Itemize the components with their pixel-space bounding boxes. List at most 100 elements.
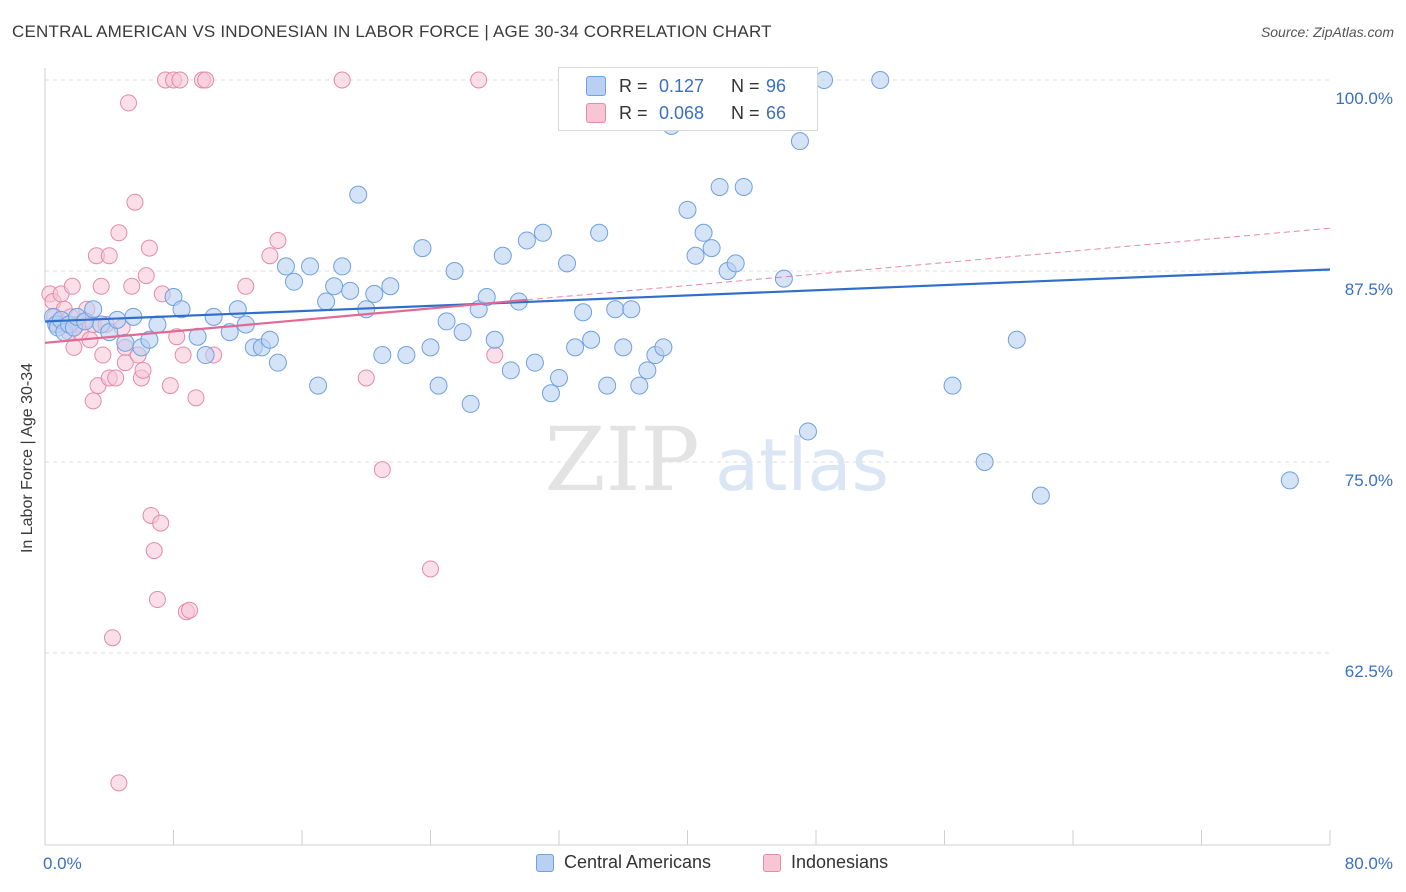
central-americans-point — [533, 223, 552, 242]
indonesians-point — [103, 629, 121, 647]
legend-label: Indonesians — [791, 852, 889, 872]
source-label: Source: ZipAtlas.com — [1260, 24, 1394, 40]
central-americans-point — [566, 338, 585, 357]
central-americans-point — [710, 177, 729, 196]
legend-item-central-americans[interactable]: Central Americans — [536, 852, 711, 873]
central-americans-point — [148, 315, 167, 334]
indonesians-trend-line — [44, 298, 527, 344]
central-americans-point — [630, 376, 649, 395]
central-americans-point — [485, 330, 504, 349]
central-americans-point — [397, 346, 416, 365]
indonesians-points — [41, 71, 504, 792]
indonesians-point — [357, 369, 375, 387]
legend-n-label: N = — [731, 75, 760, 96]
legend-r-value: 0.127 — [659, 75, 705, 96]
indonesians-point — [470, 71, 488, 89]
indonesians-point — [237, 277, 255, 295]
central-americans-point — [541, 384, 560, 403]
central-americans-point — [284, 272, 303, 291]
central-americans-point — [774, 269, 793, 288]
legend-r-label: R = — [619, 75, 648, 96]
central-americans-point — [975, 453, 994, 471]
series-legend: Central Americans Indonesians — [0, 852, 1406, 876]
tick-labels: 62.5% 75.0% 87.5% 100.0% 0.0% 80.0% — [43, 89, 1393, 873]
indonesians-point — [333, 71, 351, 89]
indonesians-point — [110, 774, 128, 792]
legend-n-value: 96 — [766, 75, 787, 96]
gridlines — [45, 79, 1330, 654]
central-americans-point — [525, 353, 544, 372]
central-americans-point — [437, 312, 456, 331]
indonesians-point — [373, 461, 391, 479]
central-americans-point — [309, 376, 328, 395]
central-americans-point — [694, 223, 713, 242]
central-americans-point — [558, 254, 577, 273]
indonesians-point — [140, 239, 158, 257]
indonesians-point — [110, 224, 128, 242]
central-americans-point — [943, 376, 962, 395]
legend-label: Central Americans — [564, 852, 712, 872]
central-americans-point — [172, 300, 191, 319]
central-americans-point — [276, 257, 295, 276]
central-americans-trend-line — [44, 268, 1331, 323]
central-americans-point — [477, 287, 496, 306]
y-tick-label: 100.0% — [1335, 89, 1393, 108]
legend-swatch-blue — [536, 853, 554, 872]
central-americans-point — [678, 200, 697, 219]
central-americans-point — [421, 338, 440, 357]
central-americans-point — [574, 303, 593, 322]
central-americans-point — [614, 338, 633, 357]
central-americans-point — [140, 330, 159, 349]
indonesians-point — [181, 601, 199, 619]
indonesians-point — [100, 247, 118, 265]
indonesians-point — [168, 328, 186, 346]
central-americans-point — [1280, 471, 1299, 490]
central-americans-point — [638, 361, 657, 380]
y-tick-label: 62.5% — [1345, 662, 1393, 681]
indonesians-point — [187, 389, 205, 407]
legend-swatch-pink — [763, 853, 781, 872]
indonesians-point — [63, 277, 81, 295]
legend-item-indonesians[interactable]: Indonesians — [763, 852, 888, 873]
legend-row-central-americans: R = 0.127 N = 96 — [559, 73, 817, 99]
indonesians-point — [137, 267, 155, 285]
central-americans-point — [453, 323, 472, 342]
central-americans-point — [501, 361, 520, 380]
legend-r-label: R = — [619, 102, 648, 123]
indonesians-point — [84, 392, 102, 410]
central-americans-point — [413, 239, 432, 258]
x-tick-label: 80.0% — [1345, 854, 1393, 873]
central-americans-point — [734, 177, 753, 196]
central-americans-point — [871, 71, 890, 89]
central-americans-point — [429, 376, 448, 395]
axes — [44, 68, 1331, 846]
central-americans-point — [517, 231, 536, 250]
central-americans-point — [381, 277, 400, 296]
indonesians-point — [197, 71, 215, 89]
central-americans-point — [702, 239, 721, 258]
watermark-zip: ZIP — [544, 408, 699, 511]
central-americans-point — [301, 257, 320, 276]
central-americans-point — [349, 185, 368, 204]
legend-r-value: 0.068 — [659, 102, 705, 123]
central-americans-point — [268, 353, 287, 372]
indonesians-point — [486, 346, 504, 364]
central-americans-point — [622, 300, 641, 319]
indonesians-point — [120, 94, 138, 112]
central-americans-point — [373, 346, 392, 365]
indonesians-point — [94, 346, 112, 364]
legend-row-indonesians: R = 0.068 N = 66 — [559, 100, 817, 126]
central-americans-point — [790, 132, 809, 151]
central-americans-point — [815, 71, 834, 89]
central-americans-point — [1007, 330, 1026, 349]
indonesians-trend-extension — [526, 227, 1331, 301]
chart-title: CENTRAL AMERICAN VS INDONESIAN IN LABOR … — [12, 22, 772, 41]
central-americans-point — [654, 338, 673, 357]
central-americans-point — [196, 346, 215, 365]
central-americans-point — [317, 292, 336, 311]
indonesians-point — [269, 231, 287, 249]
x-tick-label: 0.0% — [43, 854, 82, 873]
indonesians-point — [126, 193, 144, 211]
central-americans-point — [220, 323, 239, 342]
